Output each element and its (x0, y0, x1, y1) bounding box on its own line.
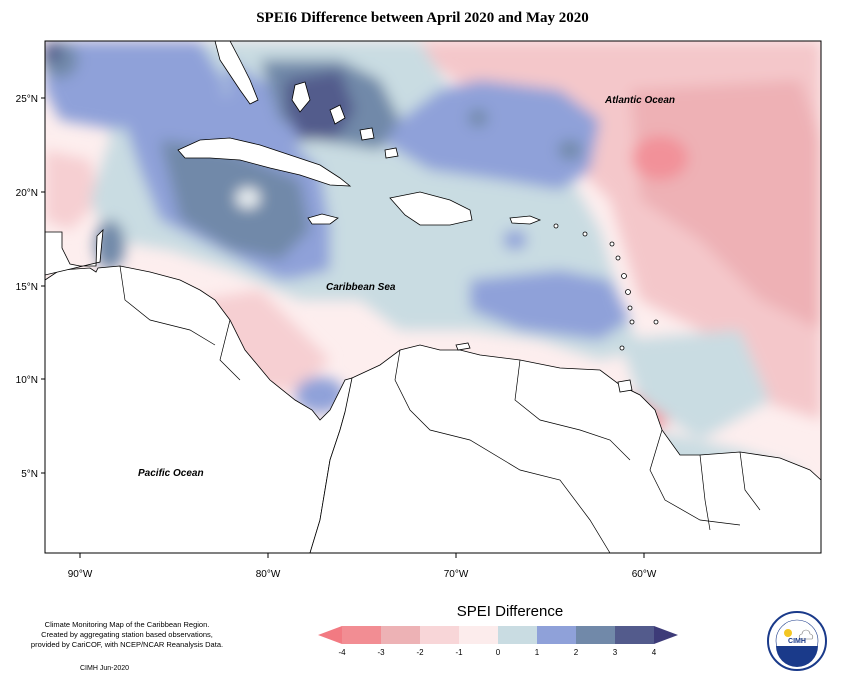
map-frame (44, 40, 822, 554)
caribbean-sea-label: Caribbean Sea (326, 282, 396, 293)
description-line: provided by CariCOF, with NCEP/NCAR Rean… (30, 640, 224, 649)
legend-tick-label: 4 (652, 648, 657, 657)
map-title: SPEI6 Difference between April 2020 and … (256, 10, 589, 26)
legend-tick-label: -1 (455, 648, 463, 657)
description-line: Climate Monitoring Map of the Caribbean … (44, 620, 210, 629)
legend-swatch (420, 626, 459, 644)
legend-arrow-high (654, 626, 678, 644)
lon-tick-label: 80°W (256, 569, 281, 580)
cimh-logo-icon: CIMH (767, 611, 827, 671)
legend-swatch (381, 626, 420, 644)
legend-swatch (342, 626, 381, 644)
description-line: Created by aggregating station based obs… (41, 630, 213, 639)
spei-map: Atlantic Ocean Caribbean Sea Pacific Oce… (16, 40, 822, 580)
map-description: Climate Monitoring Map of the Caribbean … (12, 620, 242, 650)
legend-tick-label: -3 (377, 648, 385, 657)
lat-tick-label: 10°N (16, 375, 38, 386)
legend-tick-label: 1 (535, 648, 540, 657)
legend-tick-label: -4 (338, 648, 346, 657)
legend-tick-label: 0 (496, 648, 501, 657)
lat-tick-label: 20°N (16, 188, 38, 199)
credit-text: CIMH Jun-2020 (80, 665, 130, 672)
legend-swatch (459, 626, 498, 644)
pacific-ocean-label: Pacific Ocean (138, 468, 204, 479)
lat-tick-label: 5°N (21, 469, 38, 480)
longitude-axis: 90°W 80°W 70°W 60°W (68, 553, 657, 580)
legend-swatch (576, 626, 615, 644)
lon-tick-label: 70°W (444, 569, 469, 580)
legend-tick-label: 2 (574, 648, 579, 657)
lon-tick-label: 90°W (68, 569, 93, 580)
latitude-axis: 25°N 20°N 15°N 10°N 5°N (16, 94, 45, 480)
land-outlines (45, 41, 821, 553)
atlantic-ocean-label: Atlantic Ocean (604, 95, 675, 106)
country-borders (119, 265, 761, 553)
legend-arrow-low (318, 626, 342, 644)
color-legend: -4 -3 -2 -1 0 1 2 3 4 (318, 626, 678, 657)
lat-tick-label: 15°N (16, 282, 38, 293)
lat-tick-label: 25°N (16, 94, 38, 105)
logo-text: CIMH (788, 638, 806, 645)
legend-title: SPEI Difference (456, 603, 564, 620)
legend-swatch (615, 626, 654, 644)
legend-swatch (498, 626, 537, 644)
legend-swatch (537, 626, 576, 644)
legend-tick-label: 3 (613, 648, 618, 657)
legend-tick-label: -2 (416, 648, 424, 657)
lon-tick-label: 60°W (632, 569, 657, 580)
